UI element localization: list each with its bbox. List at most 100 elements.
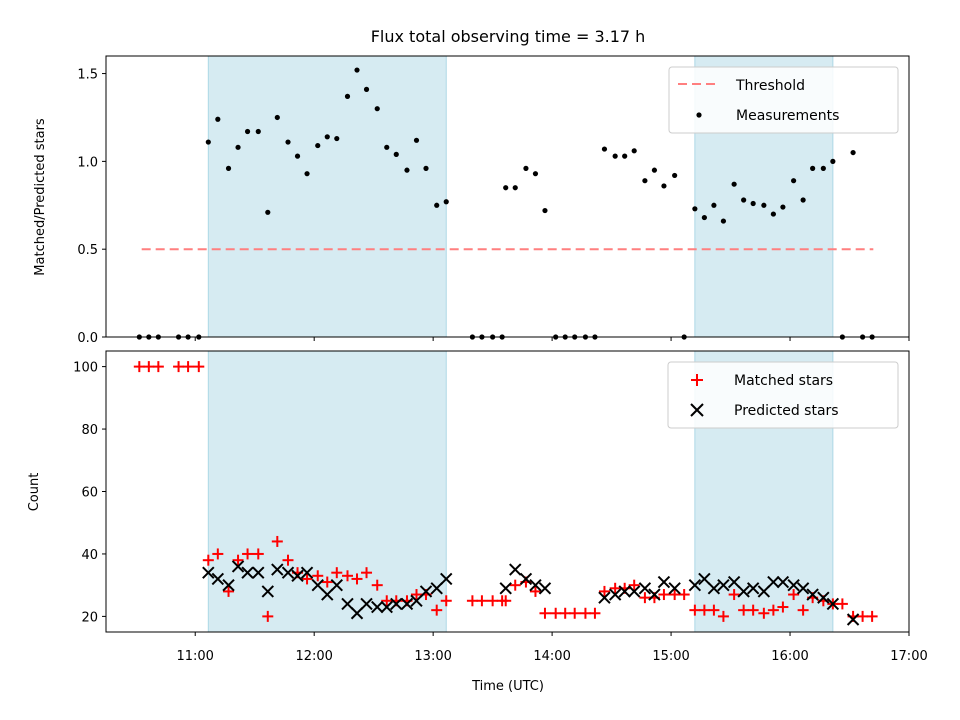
predicted-star-point: [271, 563, 284, 576]
matched-star-point: [476, 595, 488, 607]
predicted-star-point: [618, 585, 631, 598]
predicted-star-point: [817, 591, 830, 604]
measurement-point: [503, 185, 509, 191]
x-tick-label: 16:00: [771, 649, 808, 664]
matched-star-point: [717, 610, 729, 622]
measurement-point: [612, 153, 618, 159]
measurement-point: [731, 181, 737, 187]
measurement-point: [791, 178, 797, 184]
measurement-point: [850, 149, 856, 156]
predicted-star-point: [330, 578, 343, 592]
matched-star-point: [738, 604, 750, 616]
measurement-point: [205, 139, 211, 145]
matched-star-point: [669, 589, 681, 601]
matched-star-point: [173, 361, 185, 373]
measurement-point: [701, 214, 707, 221]
predicted-star-point: [767, 575, 780, 589]
predicted-star-point: [281, 566, 295, 579]
bottom-y-tick-label: 80: [81, 423, 98, 438]
matched-star-point: [262, 610, 274, 622]
matched-star-point: [301, 573, 313, 585]
measurement-point: [443, 199, 449, 205]
matched-star-point: [182, 361, 194, 373]
top-axes-frame: [105, 55, 910, 338]
measurement-point: [235, 144, 241, 150]
matched-star-point: [223, 585, 235, 597]
matched-star-point: [698, 604, 710, 616]
measurement-point: [651, 167, 658, 173]
measurement-point: [720, 218, 727, 224]
matched-star-point: [767, 604, 779, 616]
legend-predicted-swatch: [690, 403, 704, 417]
legend-matched-label: Matched stars: [734, 373, 833, 389]
matched-star-point: [609, 582, 621, 594]
predicted-star-point: [737, 585, 750, 598]
matched-star-point: [193, 361, 205, 373]
predicted-star-point: [746, 582, 760, 595]
matched-star-point: [589, 607, 601, 619]
measurement-point: [393, 151, 399, 157]
top-y-tick-label: 1.5: [77, 68, 98, 83]
matched-star-point: [321, 576, 333, 588]
predicted-star-point: [776, 575, 790, 589]
predicted-star-point: [341, 597, 354, 611]
measurement-point: [830, 158, 836, 164]
matched-star-point: [539, 607, 551, 619]
measurement-point: [384, 144, 390, 150]
x-tick-label: 13:00: [414, 649, 451, 664]
matched-star-point: [341, 570, 353, 582]
bottom-y-axis-label: Count: [27, 473, 42, 512]
measurement-point: [244, 128, 251, 135]
matched-star-point: [361, 567, 373, 579]
matched-star-point: [487, 595, 499, 607]
measurement-point: [294, 153, 301, 159]
legend-matched-swatch: [691, 374, 703, 386]
bottom-legend: Matched stars Predicted stars: [667, 361, 899, 429]
measurement-point: [423, 165, 429, 171]
top-y-tick-label: 0.0: [77, 331, 98, 346]
predicted-star-point: [400, 597, 414, 611]
matched-star-point: [133, 361, 145, 373]
matched-star-point: [202, 554, 214, 566]
bottom-y-tick-label: 20: [81, 610, 98, 625]
predicted-star-point: [598, 591, 611, 604]
matched-star-point: [788, 589, 800, 601]
bottom-y-tick-label: 100: [73, 361, 98, 376]
matched-star-point: [559, 607, 571, 619]
predicted-star-point: [519, 572, 533, 586]
predicted-star-point: [668, 582, 681, 595]
predicted-star-point: [627, 585, 641, 598]
matched-star-point: [282, 554, 294, 566]
predicted-star-point: [211, 572, 225, 586]
predicted-star-point: [261, 585, 274, 598]
matched-star-point: [569, 607, 581, 619]
measurement-point: [631, 148, 637, 154]
bottom-shaded-region: [207, 350, 447, 633]
matched-star-point: [579, 607, 591, 619]
measurement-point: [274, 114, 280, 121]
matched-star-point: [410, 589, 422, 601]
matched-star-point: [381, 595, 393, 607]
top-y-axis-label: Matched/Predicted stars: [33, 118, 48, 276]
matched-star-point: [550, 607, 562, 619]
matched-star-point: [271, 535, 283, 547]
matched-star-point: [312, 570, 324, 582]
measurement-point: [304, 171, 310, 177]
matched-star-point: [143, 361, 155, 373]
bottom-y-tick-label: 60: [81, 486, 98, 501]
measurement-point: [692, 206, 698, 212]
measurement-point: [374, 106, 380, 112]
matched-star-point: [658, 589, 670, 601]
matched-star-point: [152, 361, 164, 373]
x-tick-label: 15:00: [652, 649, 689, 664]
matched-star-point: [331, 567, 343, 579]
measurement-point: [265, 209, 271, 215]
predicted-star-point: [509, 563, 522, 576]
legend-measurements-label: Measurements: [736, 108, 839, 124]
matched-star-point: [758, 607, 770, 619]
measurement-point: [523, 165, 529, 171]
chart-title: Flux total observing time = 3.17 h: [371, 27, 646, 46]
bottom-y-tick-label: 40: [81, 548, 98, 563]
x-tick-label: 17:00: [890, 649, 927, 664]
measurement-point: [532, 171, 539, 177]
